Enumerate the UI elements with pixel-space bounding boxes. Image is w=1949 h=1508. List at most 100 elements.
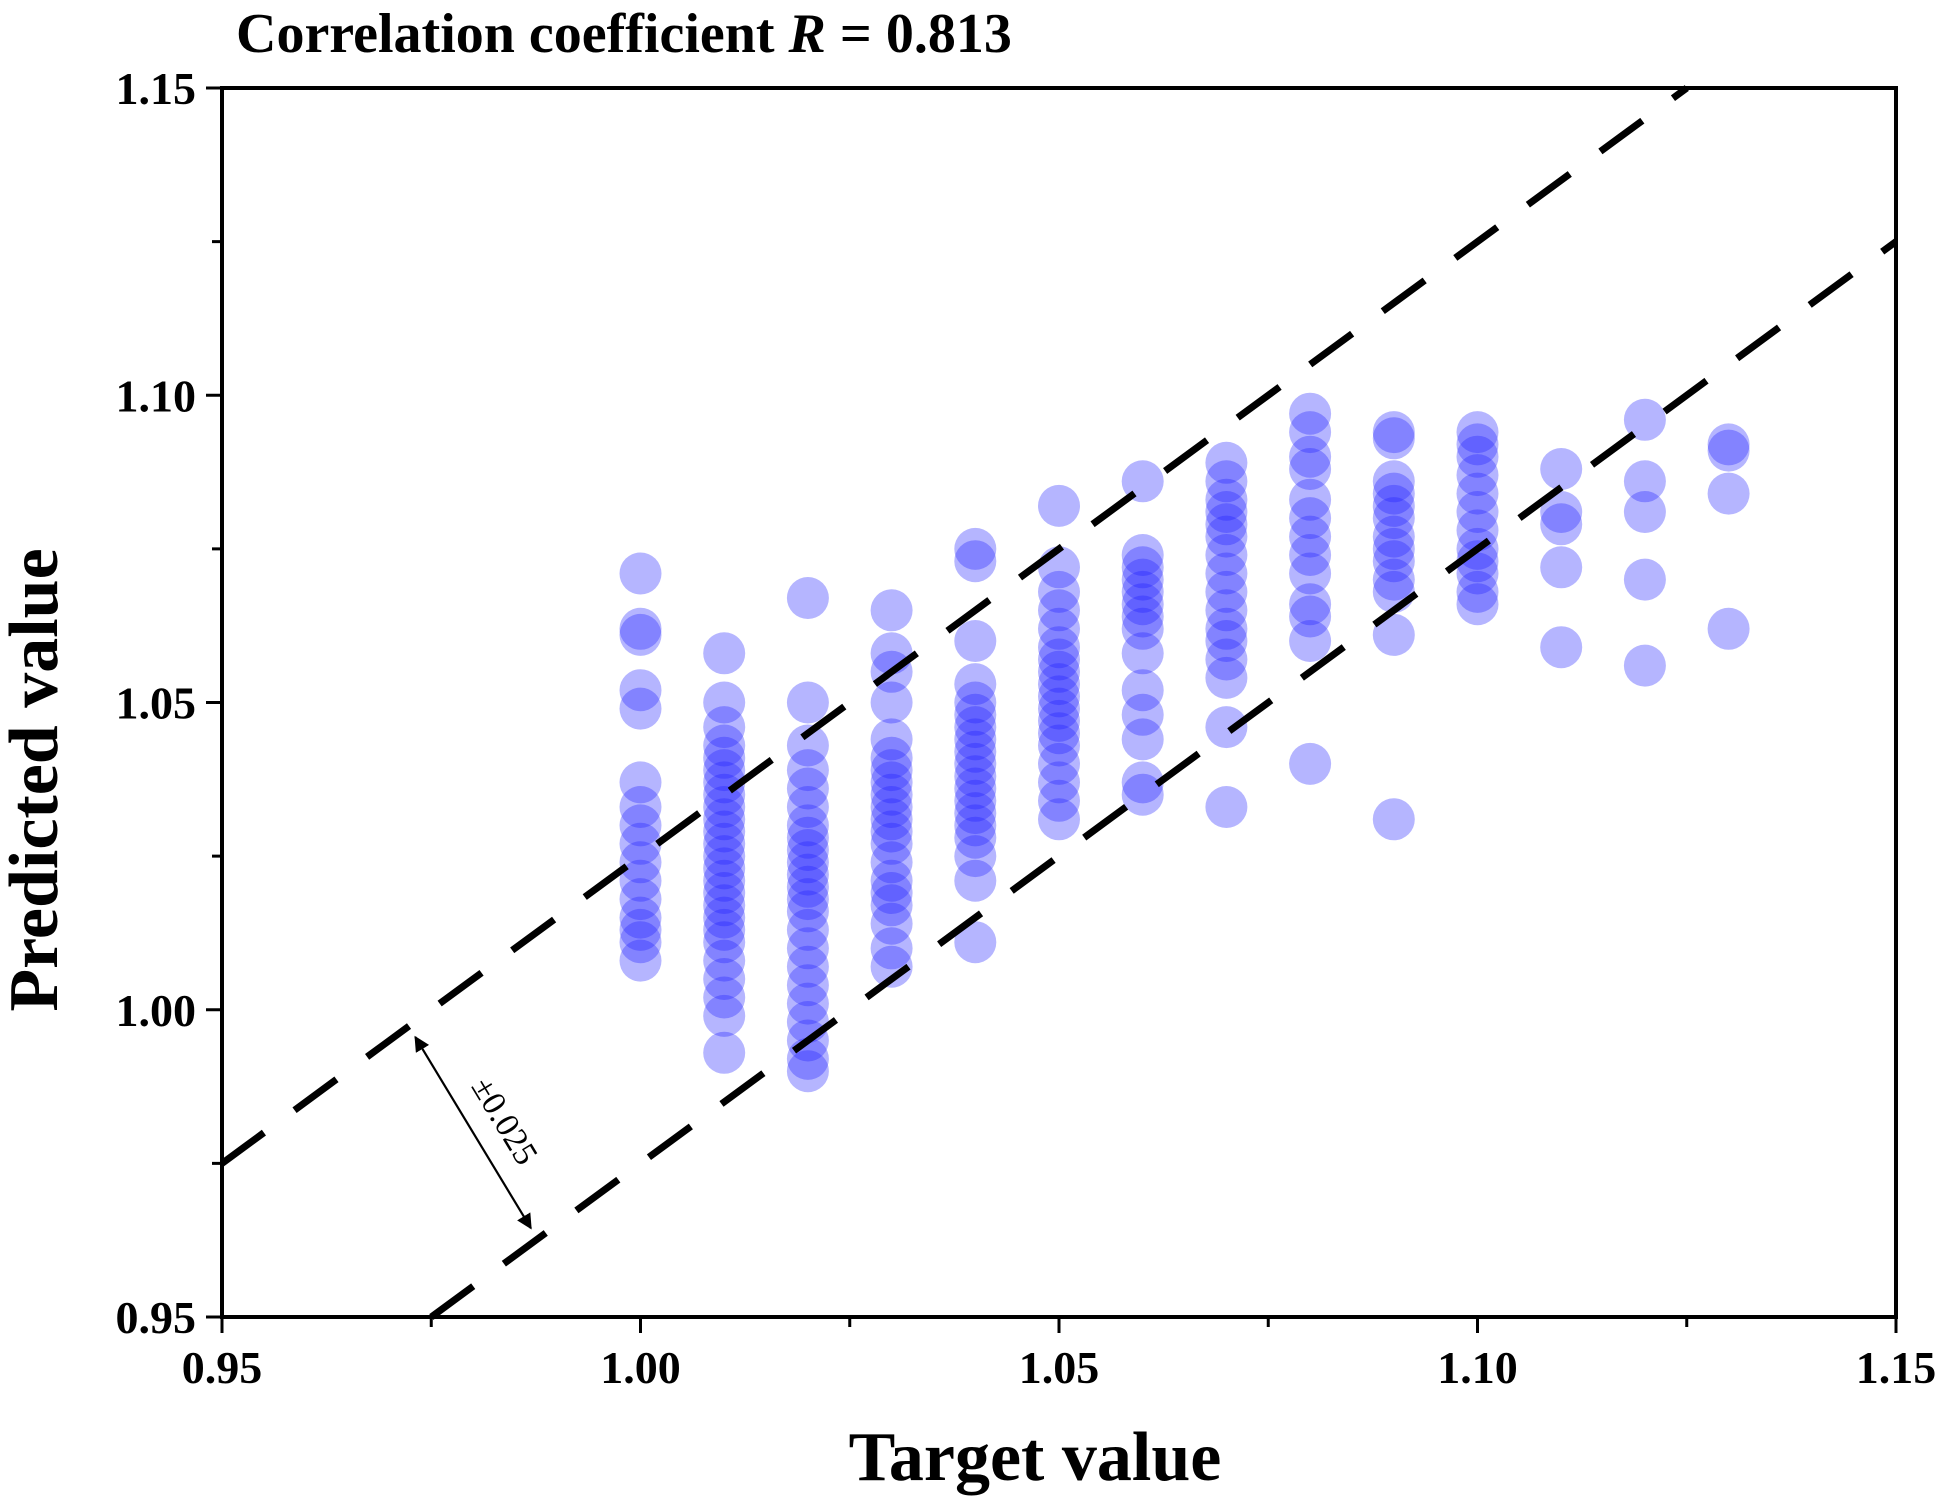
scatter-point [1372,798,1415,841]
scatter-point [1456,540,1499,583]
scatter-point [1205,786,1248,828]
scatter-point [870,589,913,632]
scatter-point [870,884,913,927]
scatter-point [1289,552,1332,595]
scatter-point [1205,638,1248,681]
scatter-point [786,982,829,1025]
scatter-point [1205,620,1248,662]
x-tick-label: 1.00 [600,1342,681,1393]
scatter-point [1707,607,1750,650]
scatter-point [703,958,746,1000]
scatter-point [870,902,913,945]
y-tick-label: 1.05 [116,678,197,729]
scatter-point [1038,742,1080,785]
scatter-point [1623,398,1666,441]
scatter-point [1121,669,1164,712]
scatter-point [786,724,829,767]
scatter-point [703,761,746,804]
scatter-point [1289,478,1332,521]
scatter-point [1121,534,1164,576]
scatter-point [1121,583,1164,626]
scatter-point [1456,583,1499,626]
scatter-point [703,810,746,853]
scatter-point [870,810,913,853]
scatter-point [870,749,913,792]
lower-band-line [429,238,1899,1320]
scatter-point [1289,515,1332,558]
scatter-point [703,939,746,982]
scatter-point [1540,503,1583,546]
scatter-point [1540,546,1583,589]
scatter-point [1205,589,1248,632]
scatter-point [1038,650,1080,693]
scatter-point [1205,656,1248,699]
scatter-point [1456,472,1499,515]
scatter-point [870,945,913,988]
scatter-point [1038,484,1080,527]
scatter-point [703,908,746,951]
chart-title-prefix: Correlation coefficient [236,3,789,65]
scatter-point [1456,570,1499,613]
scatter-point [1372,515,1415,558]
x-tick-label: 0.95 [182,1342,263,1393]
scatter-point [1121,773,1164,816]
scatter-point [1121,570,1164,613]
scatter-point [1372,527,1415,570]
scatter-point [954,527,997,570]
scatter-point [786,804,829,847]
scatter-point [703,835,746,878]
scatter-point [1289,497,1332,540]
scatter-point [786,1050,829,1093]
scatter-point [954,706,997,749]
scatter-point [619,921,662,964]
scatter-point [786,890,829,933]
scatter-point [1121,693,1164,736]
scatter-point [1540,448,1583,490]
scatter-point [1038,638,1080,681]
scatter-point [1372,472,1415,515]
scatter-point [1121,595,1164,638]
scatter-point [954,835,997,878]
scatter-point [870,927,913,970]
scatter-point [1038,626,1080,669]
scatter-point [1372,484,1415,527]
scatter-point [786,945,829,988]
scatter-point [1289,583,1332,626]
scatter-point [703,706,746,749]
scatter-point [954,693,997,736]
scatter-point [619,607,662,650]
scatter-point [786,927,829,970]
scatter-point [703,1031,746,1074]
scatter-point [1372,540,1415,583]
scatter-point [1372,497,1415,540]
scatter-point [703,847,746,890]
scatter-point [1038,589,1080,632]
scatter-point [1038,687,1080,730]
chart-title: Correlation coefficient R = 0.813 [236,3,1012,65]
scatter-point [1038,699,1080,742]
scatter-point [703,896,746,939]
scatter-points [619,392,1750,1093]
scatter-point [1372,613,1415,656]
scatter-point [619,786,662,828]
scatter-point [870,718,913,761]
scatter-point [1623,491,1666,533]
scatter-point [703,736,746,779]
scatter-point [954,755,997,798]
scatter-point [703,798,746,841]
scatter-point [703,921,746,964]
scatter-point [870,736,913,779]
scatter-point [1121,546,1164,589]
scatter-point [954,859,997,902]
scatter-point [619,822,662,865]
scatter-point [954,620,997,662]
scatter-point [1038,798,1080,841]
scatter-point [786,964,829,1007]
scatter-point [954,681,997,724]
scatter-point [619,859,662,902]
scatter-point [1121,632,1164,675]
scatter-point [619,896,662,939]
scatter-point [1372,460,1415,503]
